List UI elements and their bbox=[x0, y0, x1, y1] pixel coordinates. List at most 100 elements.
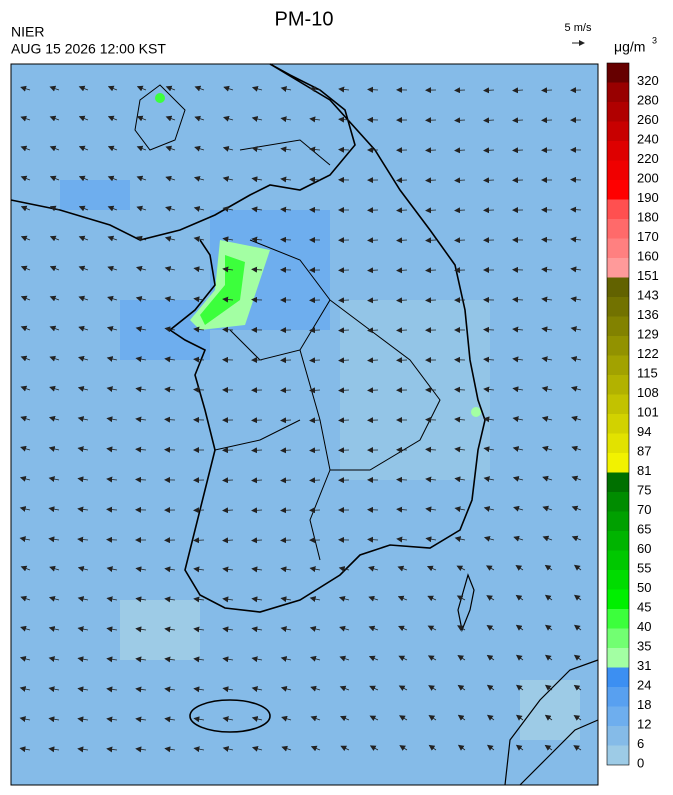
wind-arrow bbox=[78, 295, 89, 302]
wind-arrow bbox=[135, 386, 147, 393]
wind-arrow bbox=[369, 715, 379, 722]
wind-arrow bbox=[222, 746, 234, 752]
wind-arrow bbox=[49, 85, 60, 92]
wind-arrow bbox=[164, 626, 176, 633]
wind-arrow bbox=[483, 386, 495, 393]
wind-arrow bbox=[515, 684, 524, 691]
title: PM-10 bbox=[275, 8, 334, 30]
wind-arrow bbox=[251, 477, 263, 484]
colorbar-frame bbox=[606, 62, 630, 766]
wind-arrow bbox=[106, 356, 118, 362]
wind-arrow bbox=[20, 565, 31, 572]
wind-arrow bbox=[135, 356, 147, 363]
wind-arrow bbox=[339, 655, 350, 662]
colorbar-box bbox=[607, 433, 629, 453]
colorbar-box bbox=[607, 180, 629, 200]
wind-arrow bbox=[338, 297, 350, 304]
wind-arrow bbox=[280, 417, 292, 424]
wind-arrow bbox=[280, 477, 292, 484]
colorbar-box bbox=[607, 258, 629, 278]
wind-arrow bbox=[425, 207, 437, 214]
wind-arrow bbox=[486, 654, 495, 661]
wind-arrow bbox=[486, 714, 495, 721]
wind-arrow bbox=[106, 476, 118, 483]
colorbar-box bbox=[607, 375, 629, 395]
colorbar-label: 180 bbox=[637, 209, 659, 224]
wind-arrow bbox=[338, 417, 350, 424]
wind-arrow bbox=[222, 596, 234, 603]
colorbar-label: 151 bbox=[637, 268, 659, 283]
colorbar-box bbox=[607, 199, 629, 219]
colorbar-label: 101 bbox=[637, 404, 659, 419]
wind-arrow bbox=[426, 565, 437, 572]
wind-arrow bbox=[280, 236, 292, 243]
wind-arrow bbox=[512, 356, 524, 363]
wind-arrow bbox=[483, 117, 495, 124]
wind-arrow bbox=[396, 506, 408, 513]
map bbox=[10, 63, 599, 786]
wind-arrow bbox=[251, 146, 263, 153]
wind-arrow bbox=[222, 686, 234, 693]
wind-arrow bbox=[164, 416, 176, 423]
colorbar-box bbox=[607, 472, 629, 492]
wind-arrow bbox=[454, 416, 466, 423]
wind-arrow bbox=[427, 655, 437, 661]
wind-arrow bbox=[136, 175, 147, 182]
wind-arrow bbox=[515, 594, 524, 601]
wind-arrow bbox=[107, 265, 118, 272]
colorbar-box bbox=[607, 550, 629, 570]
wind-arrow bbox=[49, 385, 60, 392]
wind-arrow bbox=[573, 714, 582, 721]
wind-arrow bbox=[164, 746, 176, 753]
colorbar-label: 136 bbox=[637, 307, 659, 322]
colorbar-label: 6 bbox=[637, 736, 644, 751]
wind-arrow bbox=[251, 596, 263, 603]
wind-arrow bbox=[513, 535, 524, 542]
wind-arrow bbox=[454, 207, 466, 214]
wind-arrow bbox=[251, 626, 263, 633]
wind-arrow bbox=[544, 594, 553, 601]
wind-arrow bbox=[78, 205, 89, 212]
wind-arrow bbox=[515, 714, 524, 721]
wind-arrow bbox=[367, 327, 379, 334]
wind-arrow bbox=[396, 297, 408, 304]
wind-arrow bbox=[78, 175, 89, 182]
wind-arrow bbox=[483, 356, 495, 363]
wind-arrow bbox=[165, 85, 176, 92]
wind-arrow bbox=[106, 626, 118, 633]
wind-arrow bbox=[340, 745, 350, 752]
island bbox=[457, 573, 475, 633]
wind-arrow bbox=[193, 656, 205, 663]
wind-arrow bbox=[280, 447, 292, 454]
colorbar-label: 280 bbox=[637, 92, 659, 107]
wind-arrow bbox=[223, 115, 234, 122]
wind-arrow bbox=[194, 85, 205, 92]
wind-arrow bbox=[222, 236, 234, 243]
wind-arrow bbox=[457, 714, 466, 721]
colorbar-box bbox=[607, 745, 629, 765]
wind-arrow bbox=[135, 326, 147, 332]
colorbar-label: 87 bbox=[637, 443, 651, 458]
wind-arrow bbox=[48, 746, 60, 753]
wind-arrow bbox=[512, 296, 524, 303]
colorbar-label: 122 bbox=[637, 346, 659, 361]
colorbar-label: 115 bbox=[637, 365, 658, 380]
wind-arrow bbox=[573, 564, 582, 571]
wind-arrow bbox=[77, 536, 89, 543]
wind-arrow bbox=[398, 625, 408, 632]
coastline bbox=[10, 63, 486, 613]
wind-arrow bbox=[570, 326, 582, 333]
wind-arrow bbox=[165, 175, 176, 182]
wind-arrow bbox=[49, 145, 60, 152]
colorbar-box bbox=[607, 102, 629, 122]
colorbar-box bbox=[607, 219, 629, 239]
wind-arrow bbox=[78, 235, 89, 242]
colorbar-box bbox=[607, 628, 629, 648]
pollution-area bbox=[60, 180, 130, 210]
colorbar-box bbox=[607, 141, 629, 161]
wind-arrow bbox=[483, 476, 495, 482]
wind-arrow bbox=[396, 536, 408, 543]
wind-arrow bbox=[49, 205, 60, 212]
wind-arrow bbox=[193, 566, 205, 573]
